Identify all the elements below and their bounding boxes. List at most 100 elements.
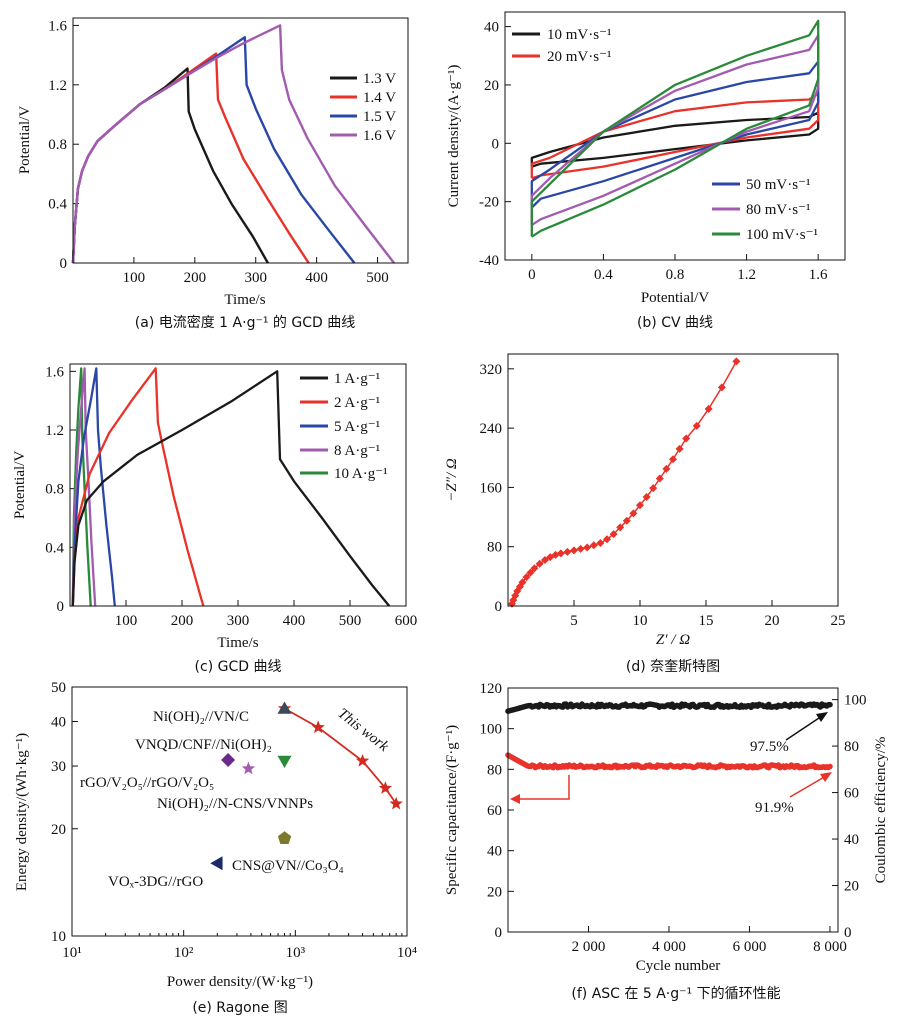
panel-a-legend: 1.3 V 1.4 V 1.5 V 1.6 V	[330, 71, 396, 144]
legend-label: 20 mV·s⁻¹	[547, 49, 612, 65]
legend-label: 1 A·g⁻¹	[334, 371, 380, 387]
x-tick-label: 0	[528, 267, 536, 283]
data-point	[649, 484, 658, 493]
y-tick-label: -20	[479, 195, 499, 211]
data-point	[704, 404, 713, 413]
data-point	[642, 493, 651, 502]
legend-label: 1.5 V	[363, 109, 396, 125]
panel-b-frame	[504, 11, 846, 261]
data-point	[596, 539, 605, 547]
x-tick-label: 400	[283, 613, 306, 629]
data-point	[609, 530, 618, 539]
x-tick-label: 10²	[174, 945, 194, 961]
panel-d-caption: (d) 奈奎斯特图	[626, 659, 720, 675]
data-point	[540, 556, 549, 565]
panel-c-caption: (c) GCD 曲线	[195, 659, 282, 675]
comparison-marker	[277, 701, 292, 714]
panel-f-ylabel: Specific capacitance/(F·g⁻¹)	[444, 725, 460, 895]
x-tick-label: 25	[831, 613, 846, 629]
panel-c-ylabel: Potential/V	[12, 451, 28, 519]
panel-b-series	[530, 19, 820, 238]
y2-tick-label: 100	[844, 693, 867, 709]
y-tick-label: 20	[484, 78, 499, 94]
legend-label: 10 A·g⁻¹	[334, 466, 388, 482]
x-tick-label: 200	[184, 270, 207, 286]
data-point	[662, 464, 671, 473]
panel-b-caption: (b) CV 曲线	[637, 315, 713, 331]
panel-a-series	[71, 24, 395, 264]
y-tick-label: 0.8	[45, 482, 64, 498]
panel-e-ylabel: Energy density/(Wh·kg⁻¹)	[14, 733, 30, 891]
y2-tick-label: 20	[844, 879, 859, 895]
y-tick-label: 20	[51, 822, 66, 838]
arrowhead-icon	[510, 794, 520, 804]
data-point	[576, 544, 585, 553]
y-tick-label: 240	[480, 421, 503, 437]
y-tick-label: 1.2	[45, 423, 64, 439]
x-tick-label: 100	[115, 613, 138, 629]
x-tick-label: 10¹	[62, 945, 82, 961]
y-tick-label: 120	[480, 681, 503, 697]
y-tick-label: 0	[492, 136, 500, 152]
comparison-marker	[277, 755, 292, 768]
x-tick-label: 300	[227, 613, 250, 629]
panel-e-caption: (e) Ragone 图	[192, 1000, 287, 1016]
panel-f-ticks: 2 000 4 000 6 000 8 00002040608010012002040…	[480, 681, 867, 955]
data-point	[655, 474, 664, 483]
y-tick-label: 0	[495, 599, 503, 615]
x-tick-label: 1.6	[809, 267, 828, 283]
arrowhead-icon	[820, 772, 832, 782]
data-point	[570, 546, 578, 555]
panel-c-frame	[69, 363, 407, 607]
series-line	[71, 367, 97, 607]
panel-b-ticks: 0 0.4 0.8 1.2 1.6 -40 -20 0 20 40	[479, 20, 828, 283]
data-point	[583, 543, 592, 552]
panel-b-legend: 10 mV·s⁻¹ 20 mV·s⁻¹ 50 mV·s⁻¹ 80 mV·s⁻¹ …	[512, 27, 818, 243]
y-tick-label: 160	[480, 480, 503, 496]
data-point	[669, 455, 677, 464]
panel-e-frame	[71, 686, 408, 937]
comparison-marker	[221, 752, 236, 767]
y-tick-label: 60	[487, 803, 502, 819]
y-tick-label: 40	[487, 844, 502, 860]
panel-a-xlabel: Time/s	[224, 292, 265, 308]
data-point	[636, 501, 644, 510]
data-point	[530, 564, 539, 573]
panel-d-frame	[507, 353, 839, 607]
data-point	[535, 559, 544, 568]
panel-a-ticks: 100 200 300 400 500 0 0.4 0.8 1.2 1.6	[48, 18, 389, 286]
data-point	[616, 523, 625, 532]
x-tick-label: 200	[171, 613, 194, 629]
this-work-point	[389, 796, 403, 810]
x-tick-label: 10³	[286, 945, 306, 961]
data-point	[827, 763, 833, 770]
y-tick-label: 320	[480, 362, 503, 378]
y-tick-label: 1.2	[48, 78, 67, 94]
data-point	[556, 549, 565, 558]
data-point	[522, 573, 531, 582]
panel-a-ylabel: Potential/V	[17, 106, 33, 174]
legend-label: 100 mV·s⁻¹	[746, 227, 818, 243]
this-work-point	[311, 720, 325, 734]
annotation-label: 91.9%	[755, 800, 794, 816]
y-tick-label: 1.6	[48, 18, 67, 34]
y-tick-label: 0	[60, 256, 68, 272]
x-tick-label: 10	[633, 613, 648, 629]
panel-d-ylabel: −Z″/ Ω	[444, 458, 460, 502]
y2-tick-label: 60	[844, 786, 859, 802]
y-tick-label: 40	[51, 715, 66, 731]
legend-label: 8 A·g⁻¹	[334, 443, 380, 459]
this-work-point	[355, 754, 370, 767]
marker-label: Ni(OH)₂//N-CNS/VNNPs	[157, 796, 313, 812]
data-point	[675, 444, 684, 453]
data-point	[629, 509, 638, 518]
this-work-point	[378, 781, 392, 794]
panel-c: 100 200 300 400 500 600 0 0.4 0.8 1.2 1.6 Time/s P…	[12, 363, 417, 675]
y-tick-label: 80	[487, 762, 502, 778]
panel-d: 5 10 15 20 25 0 80 160 240 320 Z′ / Ω −Z″/ Ω (d) …	[444, 353, 846, 675]
panel-f-caption: (f) ASC 在 5 A·g⁻¹ 下的循环性能	[571, 986, 780, 1002]
panel-d-ticks: 5 10 15 20 25 0 80 160 240 320	[480, 362, 846, 629]
x-tick-label: 500	[339, 613, 362, 629]
series-line	[71, 24, 395, 264]
legend-label: 5 A·g⁻¹	[334, 419, 380, 435]
